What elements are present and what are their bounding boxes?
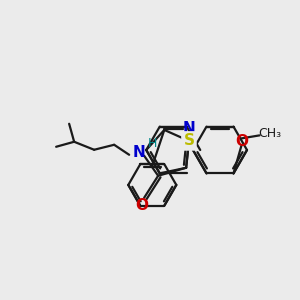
Text: N: N xyxy=(133,145,146,160)
Text: O: O xyxy=(235,134,248,149)
Text: O: O xyxy=(136,198,148,213)
Text: H: H xyxy=(148,137,157,150)
Text: N: N xyxy=(182,121,195,136)
Text: S: S xyxy=(184,134,194,148)
Text: CH₃: CH₃ xyxy=(258,127,281,140)
